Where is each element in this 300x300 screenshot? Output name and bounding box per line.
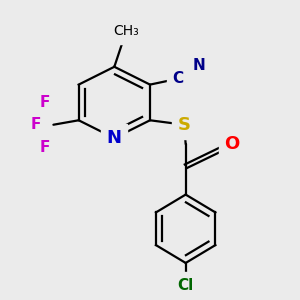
Text: C: C — [173, 71, 184, 86]
Text: N: N — [193, 58, 206, 73]
Text: CH₃: CH₃ — [113, 24, 139, 38]
Text: S: S — [178, 116, 191, 134]
Text: F: F — [39, 95, 50, 110]
Text: Cl: Cl — [178, 278, 194, 293]
Text: F: F — [30, 117, 41, 132]
Text: O: O — [224, 135, 239, 153]
Text: N: N — [107, 129, 122, 147]
Text: F: F — [39, 140, 50, 154]
